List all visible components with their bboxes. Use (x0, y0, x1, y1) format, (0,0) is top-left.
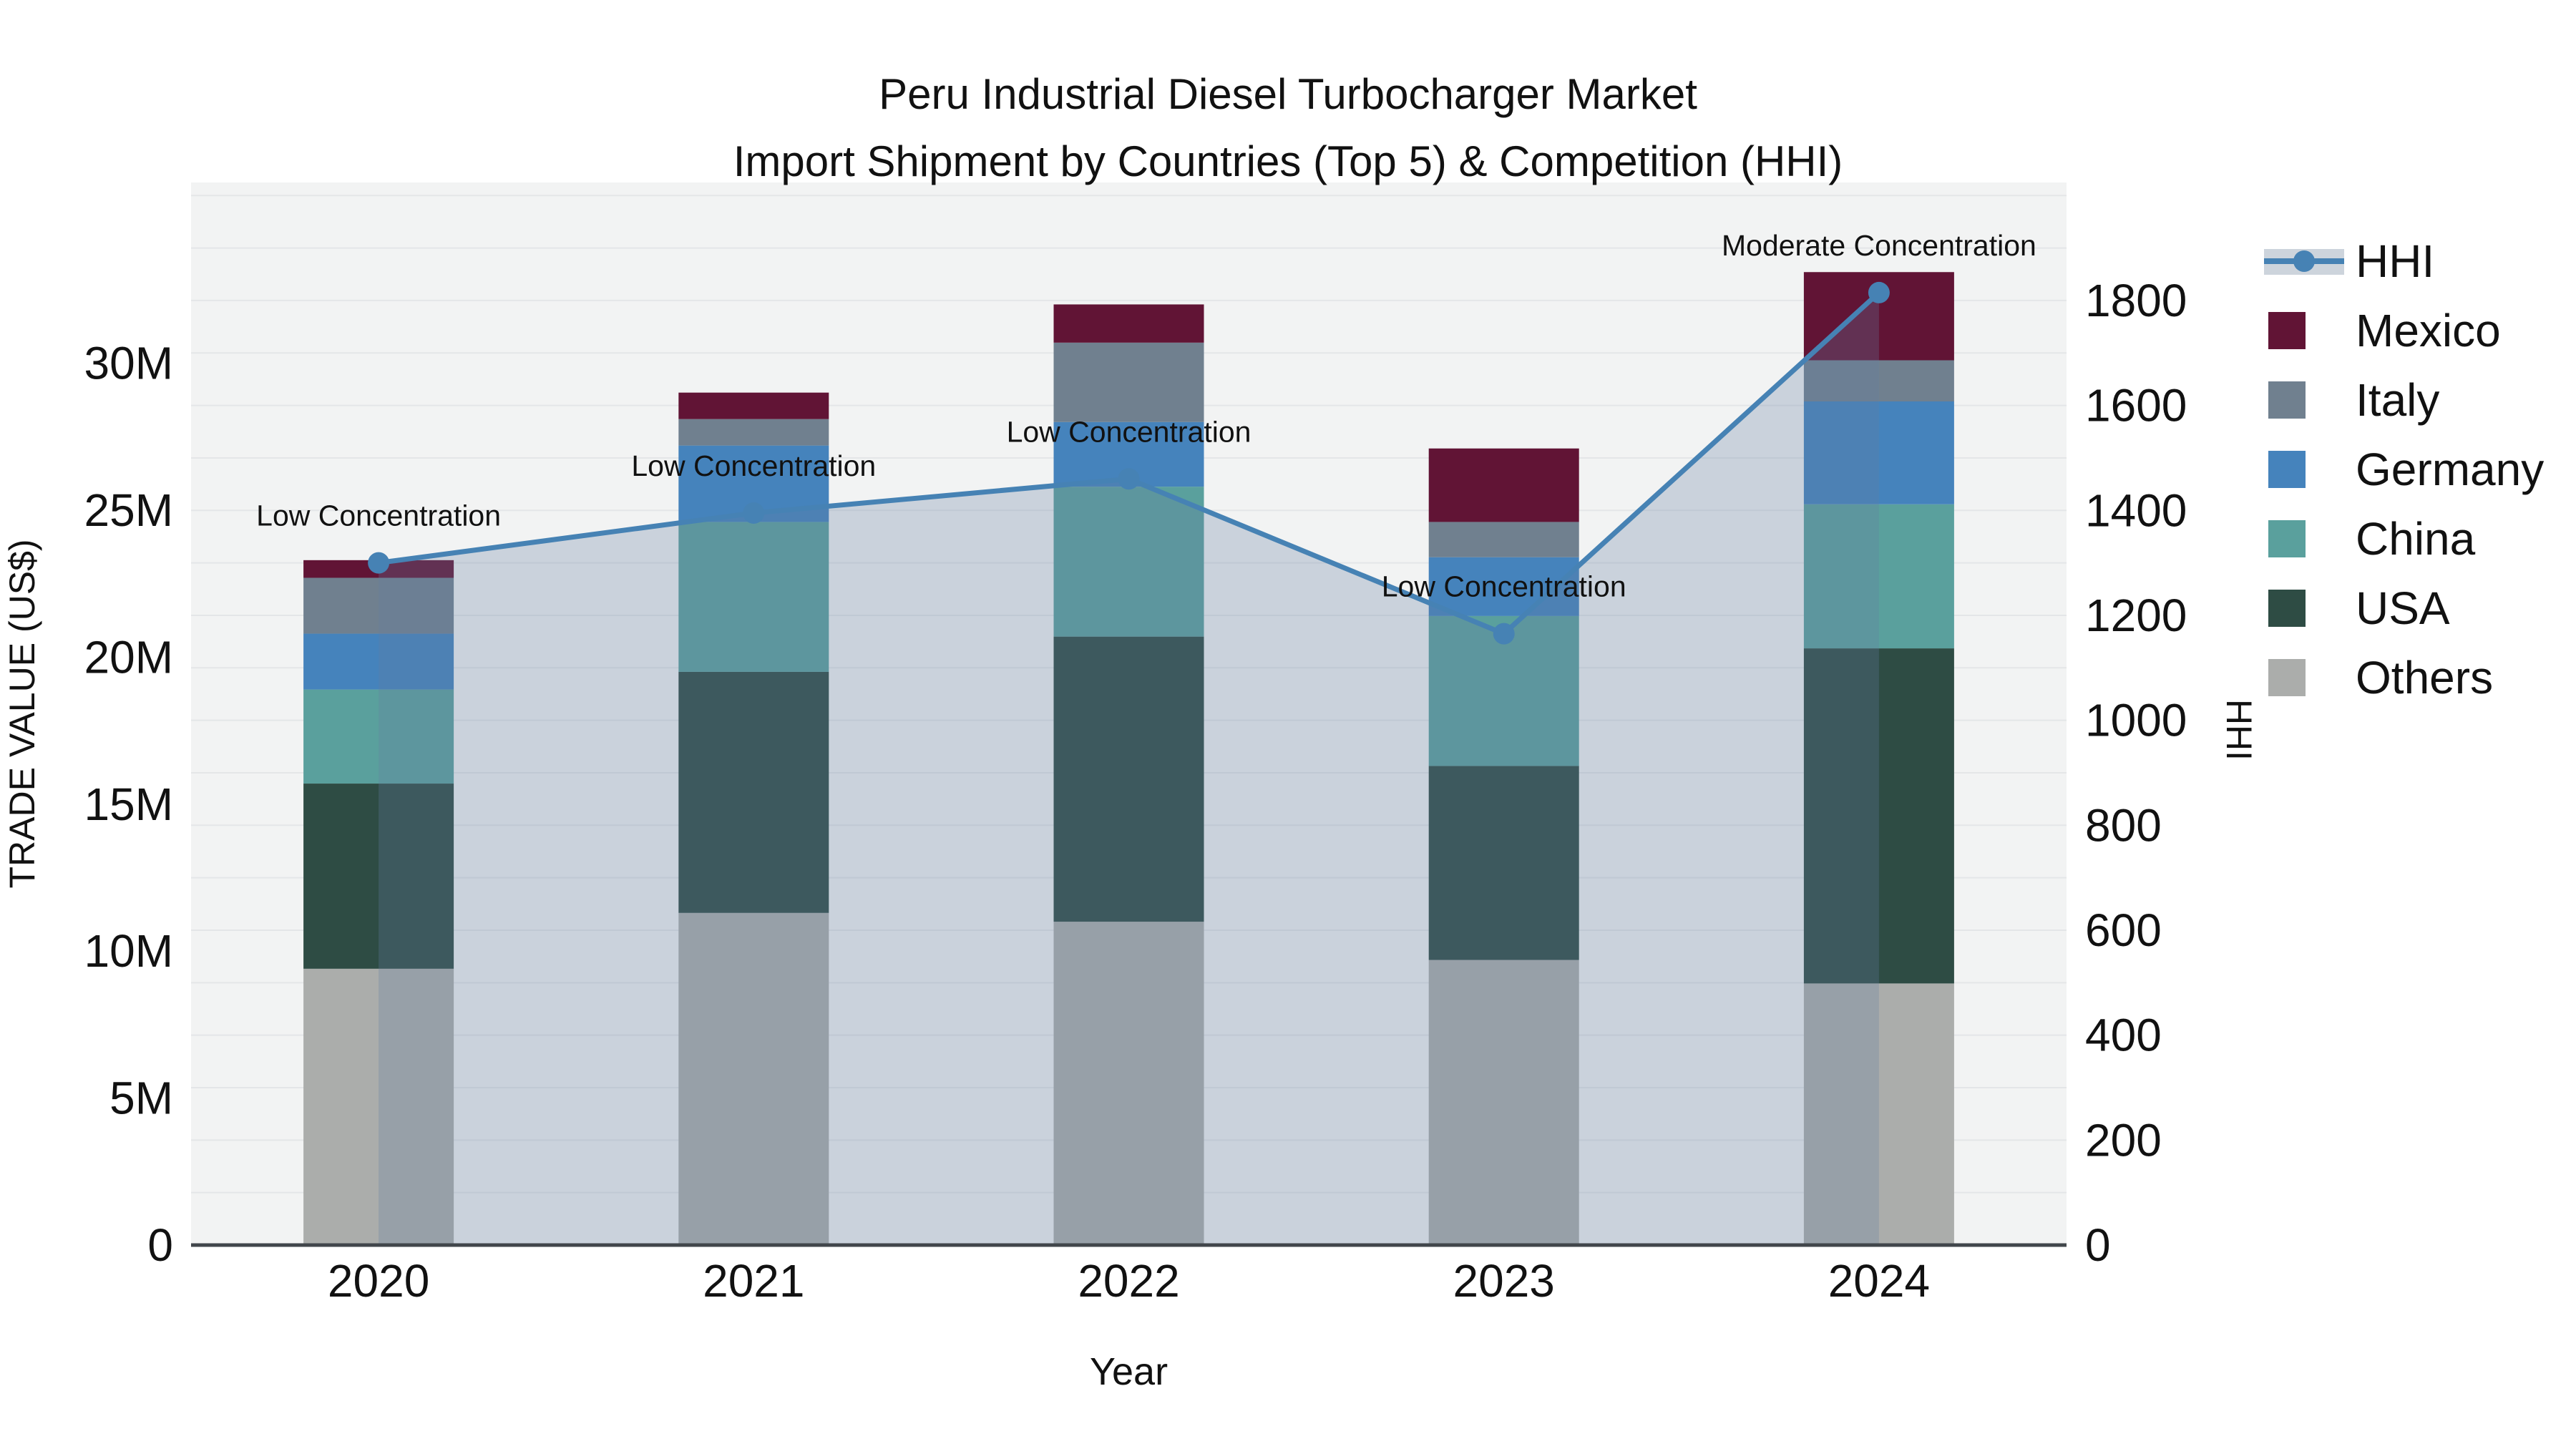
y-right-tick-1000: 1000 (2085, 695, 2187, 746)
legend-label-italy: Italy (2356, 374, 2439, 426)
bar-segment-2020-china (303, 689, 454, 784)
bar-segment-2023-mexico (1428, 448, 1579, 522)
y-right-tick-1400: 1400 (2085, 484, 2187, 536)
bar-segment-2022-mexico (1053, 304, 1204, 343)
annotation-2023: Low Concentration (1382, 570, 1626, 603)
legend-item-hhi[interactable]: HHI (2264, 235, 2434, 287)
y-left-tick-20M: 20M (84, 631, 174, 683)
x-tick-labels: 2020 2021 2022 2023 2024 (328, 1255, 1930, 1307)
annotation-2022: Low Concentration (1007, 415, 1252, 448)
legend-label-germany: Germany (2356, 444, 2544, 495)
hhi-marker-2023 (1493, 623, 1515, 645)
legend-swatch-china (2268, 520, 2306, 557)
annotation-2020: Low Concentration (256, 499, 501, 532)
y-right-tick-600: 600 (2085, 904, 2162, 956)
bar-segment-2021-others (678, 912, 829, 1245)
x-tick-2024: 2024 (1828, 1255, 1930, 1307)
bar-segment-2023-italy (1428, 522, 1579, 557)
bar-segment-2023-others (1428, 960, 1579, 1245)
bar-segment-2021-mexico (678, 392, 829, 419)
bar-segment-2024-germany (1803, 401, 1954, 504)
y-left-tick-25M: 25M (84, 484, 174, 536)
y-left-tick-15M: 15M (84, 779, 174, 830)
legend-item-others[interactable]: Others (2268, 652, 2493, 703)
legend-swatch-germany (2268, 451, 2306, 488)
legend: HHI Mexico Italy Germany China USA Others (2264, 235, 2544, 703)
bar-segment-2020-italy (303, 577, 454, 634)
legend-item-germany[interactable]: Germany (2268, 444, 2544, 495)
hhi-marker-2021 (743, 502, 765, 524)
y-left-axis-title: TRADE VALUE (US$) (2, 539, 42, 888)
bar-segment-2022-china (1053, 487, 1204, 637)
bar-segment-2022-others (1053, 922, 1204, 1245)
y-right-axis-title: HHI (2219, 699, 2259, 761)
bar-segment-2022-italy (1053, 342, 1204, 422)
bar-segment-2023-usa (1428, 766, 1579, 960)
legend-swatch-italy (2268, 381, 2306, 419)
legend-item-mexico[interactable]: Mexico (2268, 305, 2501, 356)
y-right-tick-800: 800 (2085, 799, 2162, 851)
y-right-tick-0: 0 (2085, 1219, 2111, 1271)
bar-segment-2024-usa (1803, 648, 1954, 984)
chart-title-line2: Import Shipment by Countries (Top 5) & C… (733, 137, 1843, 185)
chart-title-line1: Peru Industrial Diesel Turbocharger Mark… (879, 70, 1697, 118)
legend-hhi-marker (2293, 250, 2315, 272)
bar-segment-2024-italy (1803, 360, 1954, 402)
bar-segment-2024-china (1803, 504, 1954, 649)
legend-label-mexico: Mexico (2356, 305, 2501, 356)
y-right-tick-400: 400 (2085, 1010, 2162, 1061)
hhi-area-fill (379, 292, 1879, 1245)
y-right-tick-200: 200 (2085, 1114, 2162, 1166)
x-tick-2021: 2021 (703, 1255, 804, 1307)
legend-label-usa: USA (2356, 582, 2450, 634)
legend-label-others: Others (2356, 652, 2493, 703)
x-axis-title: Year (1090, 1350, 1168, 1393)
bar-segment-2021-china (678, 522, 829, 672)
hhi-marker-2024 (1868, 281, 1890, 303)
legend-swatch-others (2268, 659, 2306, 696)
x-tick-2020: 2020 (328, 1255, 429, 1307)
bar-segment-2020-others (303, 968, 454, 1245)
y-left-tick-0: 0 (147, 1219, 173, 1271)
y-right-tick-labels: 0 200 400 600 800 1000 1200 1400 1600 1800 (2085, 275, 2187, 1271)
y-right-tick-1600: 1600 (2085, 380, 2187, 431)
legend-item-italy[interactable]: Italy (2268, 374, 2439, 426)
stacked-bars (303, 272, 1954, 1245)
y-left-tick-labels: 0 5M 10M 15M 20M 25M 30M (84, 338, 174, 1271)
legend-swatch-usa (2268, 590, 2306, 627)
legend-swatch-mexico (2268, 312, 2306, 349)
hhi-marker-2020 (368, 552, 390, 574)
y-right-tick-1800: 1800 (2085, 275, 2187, 326)
legend-item-usa[interactable]: USA (2268, 582, 2450, 634)
y-left-tick-5M: 5M (109, 1073, 173, 1124)
y-right-tick-1200: 1200 (2085, 590, 2187, 641)
x-tick-2022: 2022 (1078, 1255, 1179, 1307)
bar-segment-2020-germany (303, 633, 454, 690)
annotation-2021: Low Concentration (631, 449, 876, 482)
legend-label-hhi: HHI (2356, 235, 2434, 287)
y-left-tick-30M: 30M (84, 338, 174, 389)
legend-item-china[interactable]: China (2268, 513, 2476, 565)
x-tick-2023: 2023 (1453, 1255, 1555, 1307)
bar-segment-2024-others (1803, 983, 1954, 1245)
legend-label-china: China (2356, 513, 2476, 565)
hhi-marker-2022 (1118, 468, 1140, 490)
bar-segment-2022-usa (1053, 636, 1204, 922)
y-left-tick-10M: 10M (84, 925, 174, 977)
bar-segment-2021-italy (678, 419, 829, 446)
bar-segment-2020-usa (303, 784, 454, 969)
bar-segment-2021-usa (678, 671, 829, 913)
annotation-2024: Moderate Concentration (1722, 229, 2036, 262)
